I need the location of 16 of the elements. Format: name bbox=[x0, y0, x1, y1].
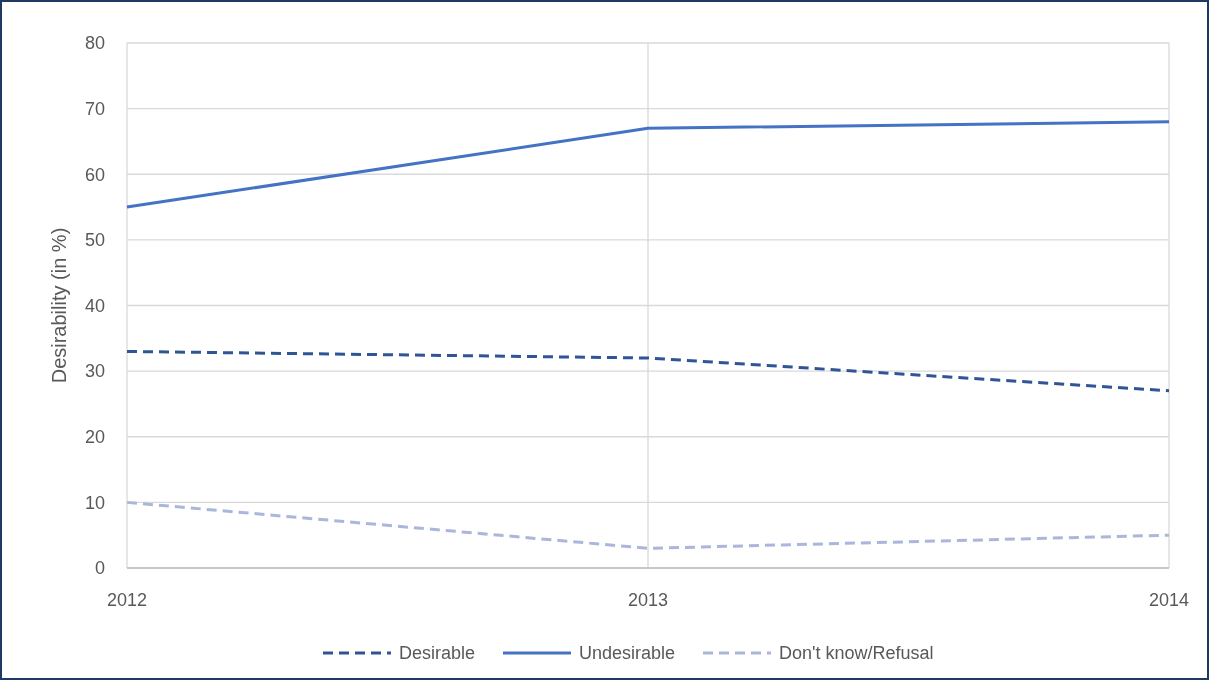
x-tick-label: 2014 bbox=[1148, 590, 1190, 610]
y-tick-label: 60 bbox=[84, 164, 105, 185]
y-tick-label: 10 bbox=[84, 492, 105, 513]
y-tick-label: 70 bbox=[84, 98, 105, 119]
y-tick-label: 0 bbox=[94, 558, 105, 579]
y-tick-label: 40 bbox=[84, 295, 105, 316]
legend-label: Don't know/Refusal bbox=[779, 643, 934, 664]
y-tick-label: 20 bbox=[84, 427, 105, 448]
y-axis-title: Desirability (in %) bbox=[48, 227, 70, 384]
legend-label: Desirable bbox=[399, 643, 476, 664]
x-tick-label: 2012 bbox=[106, 590, 148, 610]
legend-label: Undesirable bbox=[579, 643, 676, 664]
y-tick-label: 50 bbox=[84, 230, 105, 251]
y-tick-label: 80 bbox=[84, 33, 105, 54]
y-tick-label: 30 bbox=[84, 361, 105, 382]
x-tick-label: 2013 bbox=[627, 590, 669, 610]
